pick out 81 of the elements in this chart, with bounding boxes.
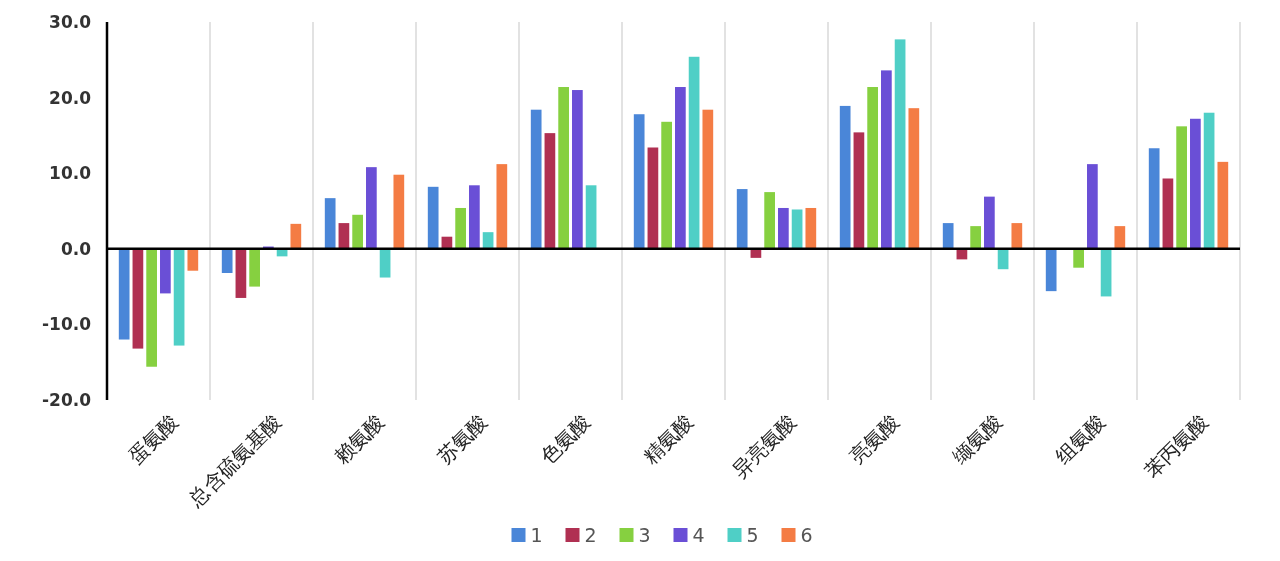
bar [530, 109, 542, 249]
bar [1162, 178, 1174, 249]
bar [132, 248, 144, 349]
x-tick-label: 总含硫氨基酸 [183, 409, 286, 512]
bar [455, 207, 466, 249]
bar [702, 109, 714, 249]
bar [778, 207, 789, 249]
x-tick-label: 苏氨酸 [432, 409, 492, 469]
bar [544, 133, 556, 249]
bar [160, 248, 171, 294]
bar [221, 248, 233, 273]
legend-label: 4 [692, 524, 705, 546]
bar [379, 248, 391, 278]
bar [324, 198, 336, 249]
bar [1190, 118, 1201, 249]
bar [338, 223, 350, 249]
y-tick-label: 0.0 [60, 238, 92, 259]
bar [427, 186, 439, 249]
bar [585, 185, 597, 249]
bar [249, 248, 260, 287]
bar [393, 174, 405, 249]
bar [894, 39, 906, 249]
bar [118, 248, 130, 340]
x-tick-label: 精氨酸 [638, 409, 698, 469]
bar [984, 196, 995, 249]
bar [661, 121, 672, 249]
bar [482, 232, 494, 249]
bar [558, 87, 569, 249]
bar [1100, 248, 1112, 297]
bar [496, 164, 508, 249]
y-tick-label: 10.0 [49, 163, 92, 184]
bar [839, 105, 851, 249]
bar [970, 226, 981, 249]
bar [1176, 126, 1187, 249]
y-tick-label: 20.0 [49, 87, 92, 108]
y-tick-label: -20.0 [42, 390, 92, 410]
bar [1087, 164, 1098, 249]
x-tick-label: 组氨酸 [1050, 409, 1110, 469]
bar [235, 248, 247, 298]
bar [290, 223, 302, 249]
bar [1203, 112, 1215, 249]
bar [1148, 148, 1160, 249]
x-tick-label: 赖氨酸 [329, 409, 389, 469]
bar [908, 108, 920, 249]
x-tick-label: 苯丙氨酸 [1139, 409, 1213, 483]
bar [173, 248, 185, 346]
bar [1045, 248, 1057, 292]
bar [867, 87, 878, 249]
bar [1114, 226, 1126, 249]
legend-label: 3 [638, 524, 651, 546]
bar [675, 87, 686, 249]
bar [881, 70, 892, 249]
x-tick-label: 色氨酸 [535, 409, 595, 469]
bar [764, 192, 775, 249]
bar [1011, 223, 1023, 249]
x-tick-label: 缬氨酸 [947, 409, 1007, 469]
legend-label: 1 [530, 524, 543, 546]
bar [736, 189, 748, 249]
bar [572, 90, 583, 249]
bar [853, 132, 865, 249]
x-tick-label: 蛋氨酸 [123, 409, 183, 469]
bar [805, 207, 817, 249]
bar [633, 114, 645, 249]
bar [942, 223, 954, 249]
bar [791, 209, 803, 249]
y-tick-label: -10.0 [42, 314, 92, 335]
legend-label: 6 [800, 524, 813, 546]
legend-label: 2 [584, 524, 597, 546]
bar [146, 248, 157, 367]
legend-label: 5 [746, 524, 759, 546]
bar [469, 185, 480, 249]
bar [688, 56, 700, 249]
bar [352, 214, 363, 249]
x-tick-label: 异亮氨酸 [727, 409, 801, 483]
bar [647, 147, 659, 249]
x-tick-label: 亮氨酸 [844, 409, 904, 469]
y-tick-label: 30.0 [49, 12, 92, 32]
bar [187, 248, 199, 271]
bar [366, 167, 377, 249]
bar [1217, 161, 1229, 249]
bar [1073, 248, 1084, 268]
